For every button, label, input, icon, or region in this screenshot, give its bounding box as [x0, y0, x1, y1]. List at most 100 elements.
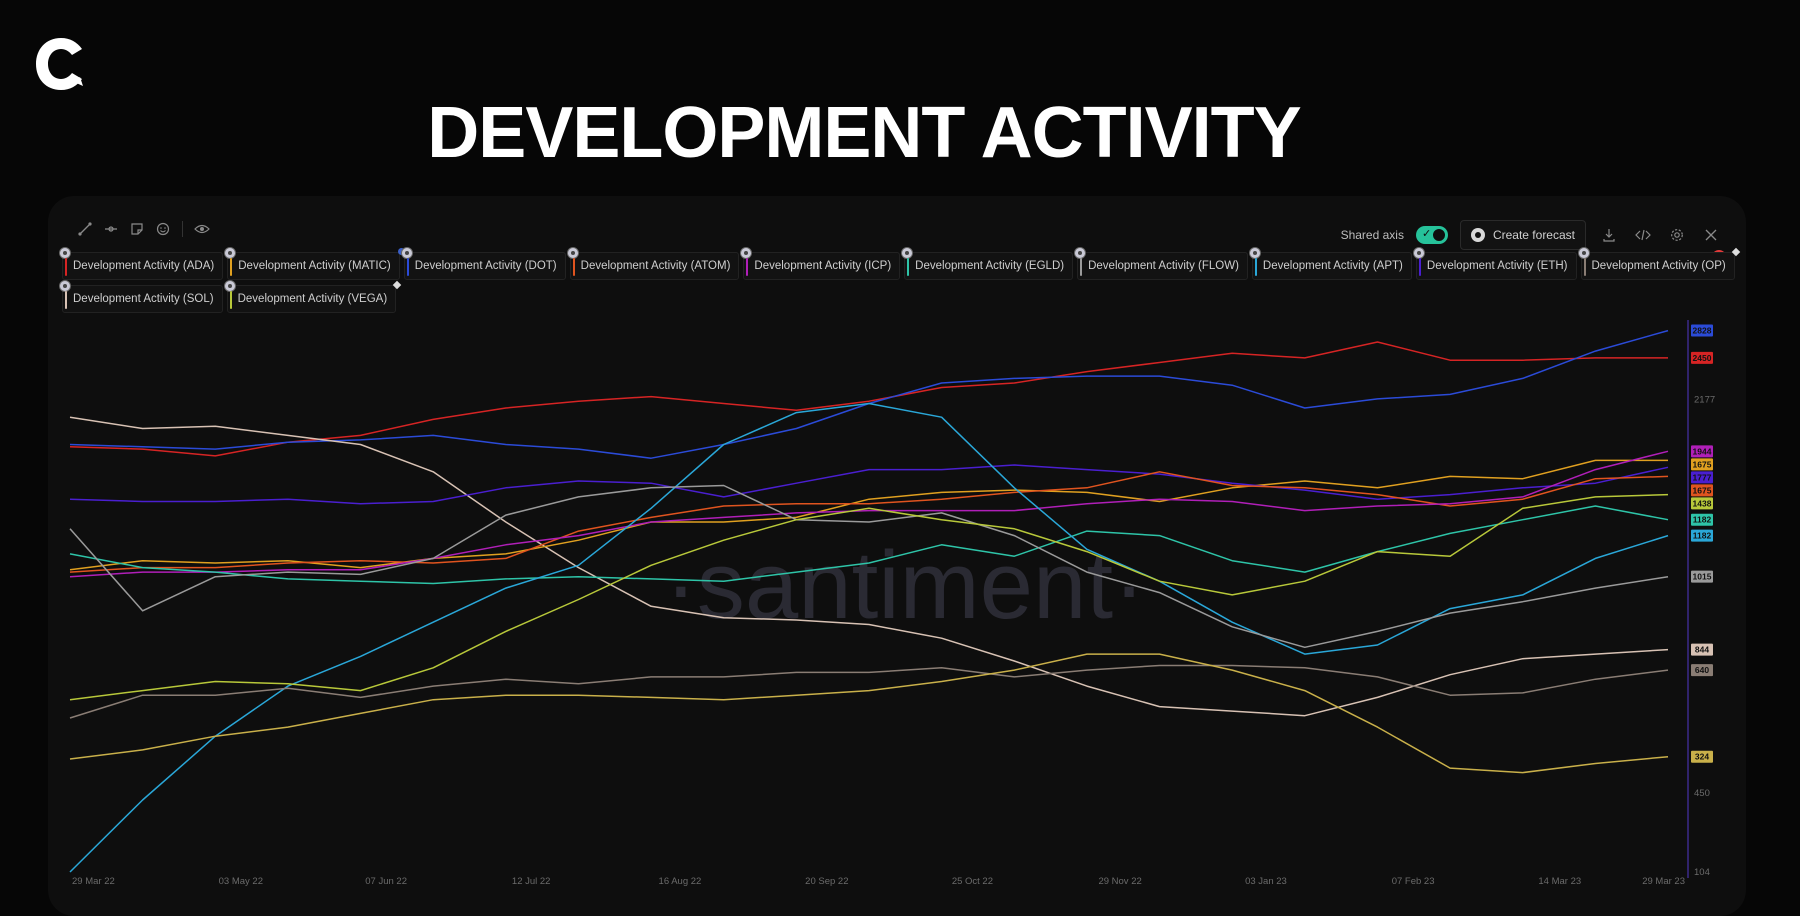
y-tick-label: 104 [1694, 867, 1710, 878]
legend-chip[interactable]: Development Activity (ADA) [59, 247, 224, 280]
series-end-value: 640 [1695, 665, 1709, 675]
legend-chip[interactable]: Development Activity (SOL) [59, 280, 223, 313]
series-line [69, 329, 1669, 459]
series-end-badge [1691, 351, 1713, 364]
eye-icon[interactable] [189, 220, 215, 238]
watermark-text: ·santiment· [665, 532, 1145, 639]
legend-label: Development Activity (ICP) [754, 260, 892, 272]
series-end-value: 844 [1695, 645, 1709, 655]
brand-logo-icon [36, 38, 83, 90]
x-tick-label: 16 Aug 22 [659, 876, 702, 887]
series-end-badge [1691, 570, 1713, 583]
series-end-value: 1675 [1693, 459, 1712, 469]
series-end-badge [1691, 471, 1713, 484]
series-color-swatch [572, 258, 575, 276]
legend-label: Development Activity (SOL) [73, 293, 214, 305]
legend-label: Development Activity (FLOW) [1088, 260, 1239, 272]
legend-chip[interactable]: Development Activity (OP) [1577, 247, 1740, 280]
series-end-badge [1691, 497, 1713, 510]
shared-axis-label: Shared axis [1340, 228, 1404, 242]
close-icon[interactable] [1700, 224, 1722, 246]
metrics-legend: Development Activity (ADA) Development Ac… [59, 247, 1740, 318]
draw-line-icon[interactable] [72, 220, 98, 238]
series-end-value: 1944 [1693, 446, 1712, 456]
y-tick-label: 450 [1694, 788, 1710, 799]
legend-label: Development Activity (DOT) [414, 260, 557, 272]
series-line [69, 459, 1668, 571]
series-end-value: 1675 [1693, 485, 1712, 495]
series-line [69, 505, 1669, 585]
series-color-swatch [65, 291, 67, 309]
legend-chip[interactable]: Development Activity (FLOW) [1074, 247, 1248, 280]
x-tick-label: 03 Jan 23 [1245, 876, 1287, 887]
series-color-swatch [1583, 258, 1586, 276]
shared-axis-toggle[interactable]: ✓ [1415, 226, 1448, 244]
series-line [69, 653, 1669, 774]
x-tick-label: 20 Sep 22 [805, 876, 848, 887]
series-end-value: 1015 [1693, 572, 1712, 582]
toolbar-divider [182, 221, 183, 237]
create-forecast-button[interactable]: Create forecast [1459, 220, 1586, 250]
forecast-icon [1470, 228, 1485, 242]
series-color-swatch [1080, 258, 1083, 276]
x-tick-label: 03 May 22 [219, 876, 263, 887]
series-end-badge [1691, 643, 1713, 656]
legend-chip[interactable]: Development Activity (ATOM) [566, 247, 740, 280]
series-end-badge [1691, 484, 1713, 497]
legend-row: Development Activity (SOL) Development Ac… [59, 280, 1732, 313]
series-end-badge [1691, 324, 1713, 337]
x-tick-label: 29 Mar 22 [72, 876, 115, 887]
legend-chip[interactable]: Development Activity (APT) [1248, 247, 1412, 280]
x-tick-label: 07 Feb 23 [1392, 876, 1435, 887]
series-end-value: 324 [1695, 752, 1709, 762]
series-line [69, 341, 1668, 457]
y-tick-label: 2177 [1694, 395, 1715, 406]
series-end-badge [1691, 513, 1713, 526]
series-line [69, 402, 1669, 873]
x-tick-label: 12 Jul 22 [512, 876, 551, 887]
legend-label: Development Activity (EGLD) [915, 260, 1065, 272]
emoji-icon[interactable] [150, 220, 176, 238]
series-end-badge [1691, 458, 1713, 471]
series-color-swatch [65, 258, 67, 276]
legend-label: Development Activity (ADA) [73, 260, 215, 272]
series-color-swatch [746, 258, 749, 276]
series-line [69, 484, 1669, 649]
settings-icon[interactable] [1666, 224, 1688, 246]
embed-code-icon[interactable] [1632, 224, 1654, 246]
legend-label: Development Activity (APT) [1262, 260, 1403, 272]
download-icon[interactable] [1598, 224, 1620, 246]
series-color-swatch [1254, 258, 1257, 276]
series-color-swatch [907, 258, 910, 276]
series-line [69, 416, 1669, 717]
series-end-badge [1691, 750, 1713, 763]
chart-actions: Shared axis ✓ Create forecast [1341, 220, 1722, 250]
legend-chip[interactable]: Development Activity (VEGA) [223, 280, 402, 313]
x-tick-label: 29 Mar 23 [1642, 876, 1685, 887]
series-end-value: 1182 [1693, 531, 1712, 541]
series-end-value: 2828 [1693, 326, 1712, 336]
series-end-value: 1438 [1693, 498, 1712, 508]
series-line [69, 471, 1669, 573]
x-tick-label: 25 Oct 22 [952, 876, 993, 887]
series-color-swatch [230, 258, 233, 276]
legend-chip[interactable]: Development Activity (ETH) [1412, 247, 1577, 280]
legend-chip[interactable]: Development Activity (ICP) [740, 247, 901, 280]
legend-chip[interactable]: Development Activity (MATIC) [224, 247, 405, 280]
legend-row: Development Activity (ADA) Development Ac… [59, 247, 1740, 280]
series-end-badge [1691, 529, 1713, 542]
note-icon[interactable] [124, 220, 150, 238]
horizontal-line-icon[interactable] [98, 220, 124, 238]
series-end-value: 2450 [1693, 353, 1712, 363]
legend-label: Development Activity (ETH) [1426, 260, 1568, 272]
legend-chip[interactable]: Development Activity (DOT) [400, 247, 566, 280]
series-line [69, 464, 1669, 505]
series-line [69, 450, 1669, 578]
series-color-swatch [406, 258, 409, 276]
series-color-swatch [1418, 258, 1421, 276]
drawing-toolbar [72, 220, 215, 238]
series-end-value: 1182 [1693, 515, 1712, 525]
x-tick-label: 29 Nov 22 [1098, 876, 1141, 887]
legend-chip[interactable]: Development Activity (EGLD) [901, 247, 1074, 280]
legend-label: Development Activity (MATIC) [238, 260, 391, 272]
